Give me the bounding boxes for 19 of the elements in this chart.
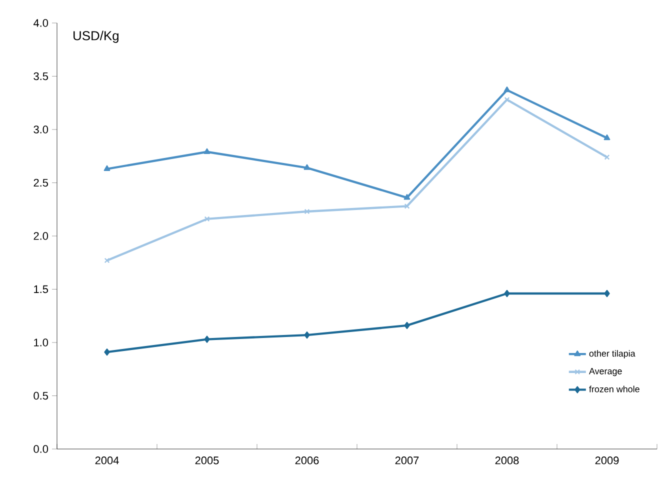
y-tick-label: 1.0 [34,338,48,346]
x-tick-label: 2009 [595,456,619,464]
y-tick-label: 2.5 [34,178,48,187]
x-tick-label: 2006 [295,456,319,464]
x-tick-label: 2005 [195,456,219,464]
x-tick-label: 2008 [495,456,519,464]
y-tick-label: 1.5 [34,285,48,294]
y-tick-label: 0.0 [34,445,48,453]
y-tick-label: 3.0 [34,126,48,134]
y-tick-label: 2.0 [34,232,48,240]
x-tick-label: 2004 [95,456,119,464]
y-tick-label: 4.0 [33,19,48,27]
legend-label: other tilapia [589,350,636,358]
legend-label: frozen whole [589,386,640,392]
y-tick-label: 3.5 [34,72,48,80]
y-tick-label: 0.5 [34,392,48,400]
y-axis-title: USD/Kg [74,30,118,43]
legend-label: Average [588,368,622,376]
x-tick-label: 2007 [395,456,419,464]
